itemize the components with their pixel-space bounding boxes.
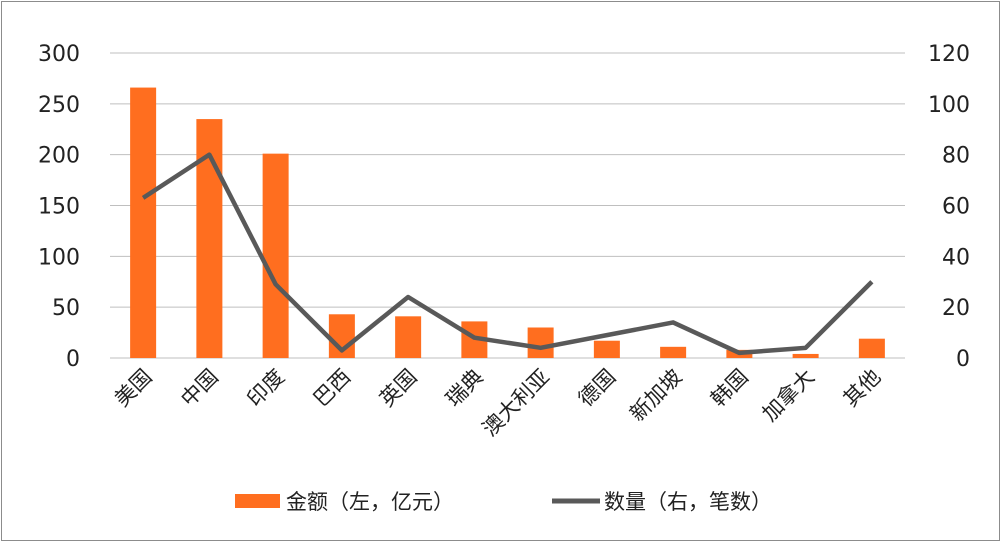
bar — [527, 327, 554, 358]
bar — [262, 153, 289, 358]
legend-label-bar: 金额（左，亿元） — [286, 490, 454, 514]
bar — [395, 316, 422, 358]
category-label: 印度 — [242, 365, 289, 412]
bar — [660, 346, 687, 358]
category-label: 巴西 — [309, 365, 356, 412]
category-label: 美国 — [110, 365, 157, 412]
right-tick-label: 80 — [942, 144, 970, 169]
category-label: 澳大利亚 — [478, 365, 554, 441]
legend-swatch-bar — [235, 494, 280, 508]
legend: 金额（左，亿元） 数量（右，笔数） — [235, 490, 772, 514]
left-tick-label: 150 — [38, 195, 80, 220]
bar — [792, 353, 819, 358]
line-series — [141, 152, 874, 356]
gridlines — [110, 52, 905, 359]
left-tick-label: 300 — [38, 42, 80, 67]
category-label: 加拿大 — [758, 365, 820, 427]
category-label: 德国 — [574, 365, 621, 412]
left-tick-label: 50 — [52, 296, 80, 321]
category-label: 韩国 — [706, 365, 753, 412]
right-axis-ticks: 0 20 40 60 80 100 120 — [928, 42, 970, 372]
category-label: 中国 — [176, 365, 223, 412]
left-tick-label: 0 — [66, 347, 80, 372]
category-label: 新加坡 — [625, 365, 687, 427]
bar — [858, 338, 885, 358]
bar — [130, 87, 157, 359]
legend-label-line: 数量（右，笔数） — [604, 490, 772, 514]
series-line — [141, 152, 874, 356]
left-tick-label: 200 — [38, 144, 80, 169]
left-tick-label: 250 — [38, 93, 80, 118]
category-label: 其他 — [839, 365, 886, 412]
left-tick-label: 100 — [38, 245, 80, 270]
bar-series — [130, 87, 885, 359]
right-tick-label: 60 — [942, 195, 970, 220]
bar — [593, 340, 620, 358]
category-label: 英国 — [375, 365, 422, 412]
right-tick-label: 100 — [928, 93, 970, 118]
right-tick-label: 20 — [942, 296, 970, 321]
category-label: 瑞典 — [441, 365, 488, 412]
left-axis-ticks: 0 50 100 150 200 250 300 — [38, 42, 80, 372]
right-tick-label: 120 — [928, 42, 970, 67]
right-tick-label: 40 — [942, 245, 970, 270]
right-tick-label: 0 — [956, 347, 970, 372]
